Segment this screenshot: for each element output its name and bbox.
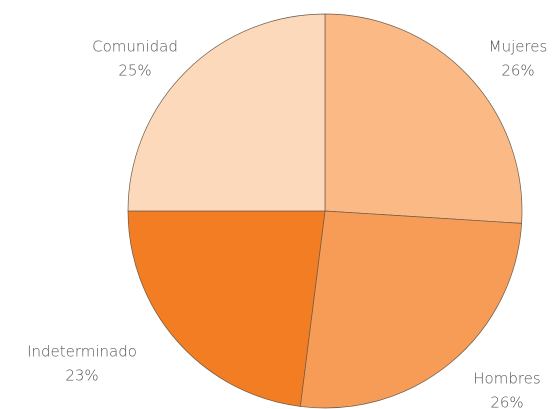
slice-label: Indeterminado [27, 343, 137, 361]
pie-slice [127, 210, 326, 407]
slice-label: Mujeres [489, 38, 548, 56]
slice-value-label: 23% [65, 367, 98, 385]
pie-slice [127, 13, 326, 212]
slice-value-label: 25% [118, 62, 151, 80]
pie-slice [299, 210, 522, 409]
slice-label: Hombres [473, 370, 540, 388]
slice-value-label: 26% [501, 62, 534, 80]
slice-label: Comunidad [92, 38, 178, 56]
pie-slice [324, 13, 523, 224]
slice-value-label: 26% [490, 394, 523, 409]
